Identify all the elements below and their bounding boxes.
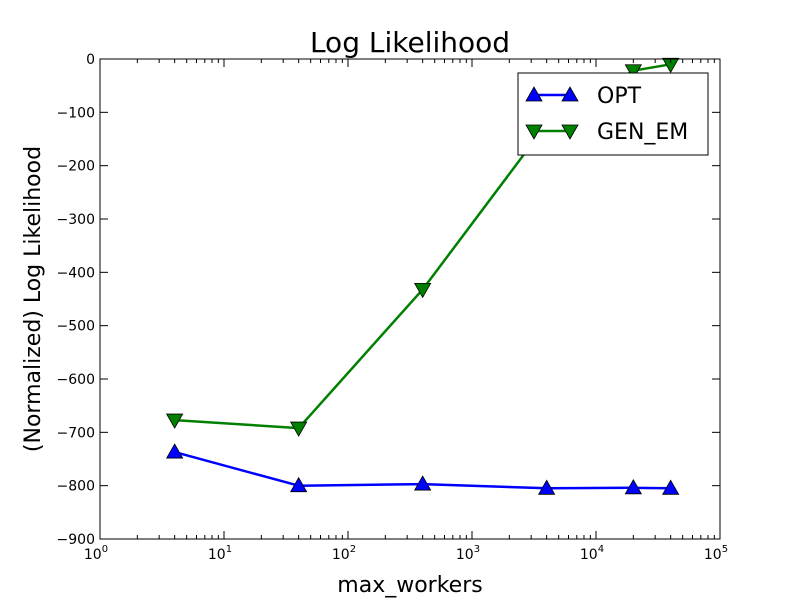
y-tick-label: −200	[57, 159, 95, 175]
data-point-gen_em	[661, 57, 680, 74]
data-point-gen_em	[624, 64, 643, 80]
data-point-opt	[537, 479, 556, 495]
y-tick-label: 0	[86, 52, 95, 68]
data-point-gen_em	[413, 283, 432, 299]
y-tick-label: −500	[57, 319, 95, 335]
data-point-opt	[661, 479, 680, 495]
x-tick-label: 102	[332, 544, 356, 563]
series-line-opt	[174, 450, 671, 490]
data-point-opt	[165, 443, 184, 459]
data-point-gen_em	[165, 413, 184, 429]
plot-frame	[99, 58, 721, 540]
data-point-opt	[624, 478, 643, 495]
y-tick-label: −400	[57, 265, 95, 281]
y-tick-label: −600	[57, 372, 95, 388]
legend-marker	[561, 86, 579, 102]
data-point-opt	[289, 476, 308, 493]
legend-label: OPT	[597, 84, 642, 109]
legend-label: GEN_EM	[597, 120, 688, 145]
series-layer	[174, 63, 671, 490]
y-tick-label: −900	[57, 532, 95, 548]
x-axis-title: max_workers	[337, 573, 482, 598]
x-tick-label: 101	[208, 544, 232, 563]
chart-title: Log Likelihood	[310, 26, 510, 59]
y-tick-label: −100	[57, 105, 95, 121]
series-line-gen_em	[174, 63, 671, 430]
y-tick-label: −700	[57, 425, 95, 441]
x-tick-label: 104	[580, 544, 604, 563]
tick-label-layer: 100 101 102 103 104 105 0 −100 −200 −300 −400 −500 −…	[57, 52, 729, 563]
y-axis-title: (Normalized) Log Likelihood	[21, 146, 46, 452]
x-tick-label: 105	[704, 544, 728, 563]
legend-box	[517, 72, 709, 156]
legend-marker	[525, 124, 543, 140]
data-point-opt	[413, 475, 432, 491]
legend: OPT GEN_EM	[517, 72, 709, 156]
x-tick-label: 100	[84, 544, 108, 563]
y-tick-label: −800	[57, 479, 95, 495]
legend-marker	[561, 124, 579, 140]
x-tick-label: 103	[456, 544, 480, 563]
data-point-gen_em	[289, 421, 308, 437]
legend-marker	[525, 86, 543, 102]
y-tick-label: −300	[57, 212, 95, 228]
